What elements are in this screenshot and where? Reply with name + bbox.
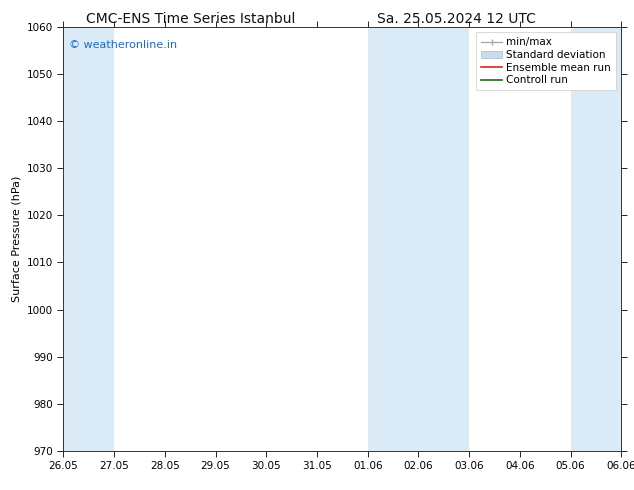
Bar (63, 27, 114, 451)
Bar (368, 27, 418, 451)
Bar (418, 27, 469, 451)
Text: CMC-ENS Time Series Istanbul: CMC-ENS Time Series Istanbul (86, 12, 295, 26)
Legend: min/max, Standard deviation, Ensemble mean run, Controll run: min/max, Standard deviation, Ensemble me… (476, 32, 616, 90)
Text: Sa. 25.05.2024 12 UTC: Sa. 25.05.2024 12 UTC (377, 12, 536, 26)
Y-axis label: Surface Pressure (hPa): Surface Pressure (hPa) (11, 176, 21, 302)
Text: © weatheronline.in: © weatheronline.in (69, 40, 177, 49)
Bar (571, 27, 621, 451)
